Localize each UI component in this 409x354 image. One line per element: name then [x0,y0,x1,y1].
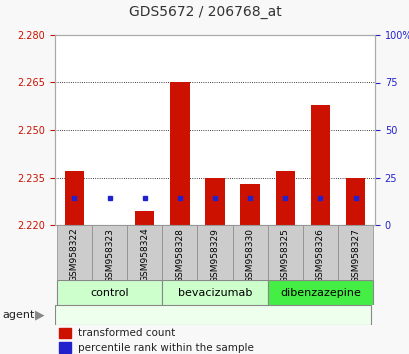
Bar [58,328,71,338]
FancyBboxPatch shape [197,225,232,280]
FancyBboxPatch shape [232,225,267,280]
FancyBboxPatch shape [267,280,372,305]
FancyBboxPatch shape [92,225,127,280]
FancyBboxPatch shape [162,280,267,305]
Text: transformed count: transformed count [78,328,175,338]
Bar [345,177,364,225]
Bar [310,105,329,225]
Text: GSM958325: GSM958325 [280,228,289,282]
Text: agent: agent [2,310,34,320]
Text: GDS5672 / 206768_at: GDS5672 / 206768_at [128,5,281,19]
Text: bevacizumab: bevacizumab [178,287,252,297]
Bar [275,171,294,225]
Text: dibenzazepine: dibenzazepine [279,287,360,297]
FancyBboxPatch shape [56,225,92,280]
Bar [170,82,189,225]
Bar [205,177,224,225]
Bar [240,184,259,225]
Bar [65,171,84,225]
FancyBboxPatch shape [267,225,302,280]
FancyBboxPatch shape [127,225,162,280]
Text: GSM958326: GSM958326 [315,228,324,282]
Text: GSM958324: GSM958324 [140,228,149,282]
Text: GSM958328: GSM958328 [175,228,184,282]
FancyBboxPatch shape [337,225,372,280]
Text: GSM958322: GSM958322 [70,228,79,282]
Bar [58,342,71,353]
FancyBboxPatch shape [302,225,337,280]
Text: GSM958329: GSM958329 [210,228,219,282]
Text: ▶: ▶ [35,308,44,321]
Bar [100,225,119,241]
Text: GSM958327: GSM958327 [350,228,359,282]
Text: percentile rank within the sample: percentile rank within the sample [78,343,253,353]
FancyBboxPatch shape [55,305,371,325]
Bar [135,211,154,225]
Text: GSM958323: GSM958323 [105,228,114,282]
FancyBboxPatch shape [162,225,197,280]
FancyBboxPatch shape [56,280,162,305]
Text: control: control [90,287,128,297]
Text: GSM958330: GSM958330 [245,228,254,283]
